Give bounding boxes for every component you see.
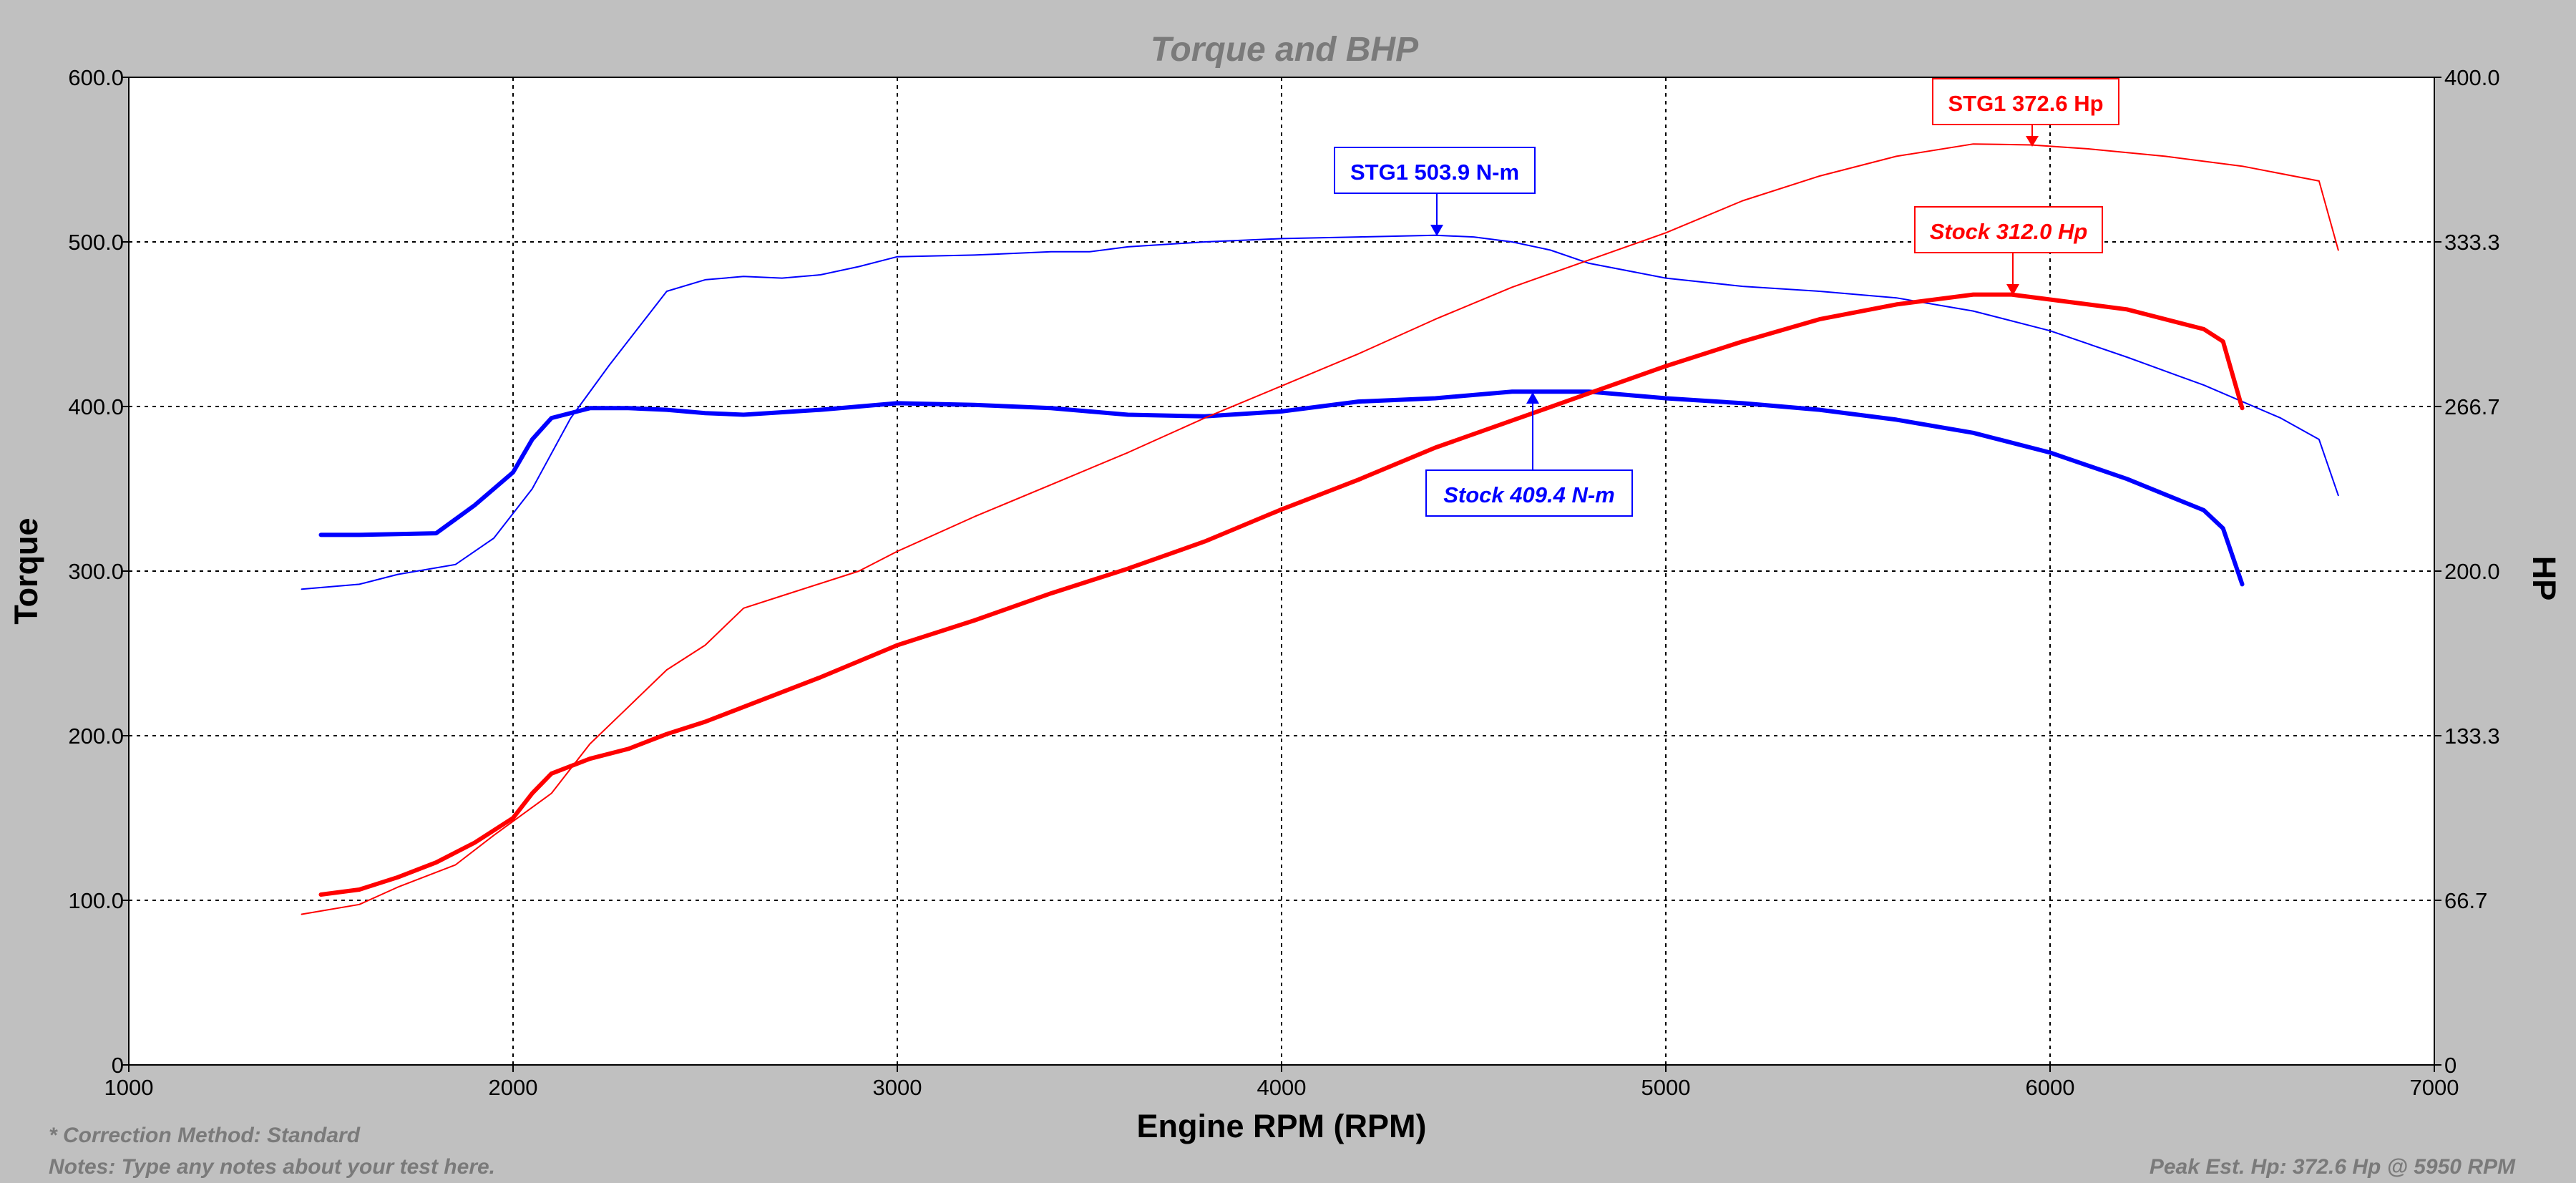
y-tick-label: 0 — [112, 1053, 124, 1078]
y2-axis-label: HP — [2526, 556, 2562, 601]
y2-tick-label: 266.7 — [2444, 394, 2500, 419]
y-tick-label: 500.0 — [68, 230, 124, 255]
x-tick-label: 1000 — [104, 1075, 154, 1100]
annotation-stg1-hp: STG1 372.6 Hp — [1932, 78, 2119, 147]
y2-tick-label: 400.0 — [2444, 65, 2500, 90]
x-tick-label: 6000 — [2026, 1075, 2075, 1100]
y2-tick-label: 66.7 — [2444, 888, 2487, 913]
chart-title: Torque and BHP — [1151, 31, 1419, 69]
x-tick-label: 3000 — [873, 1075, 922, 1100]
x-tick-label: 7000 — [2410, 1075, 2459, 1100]
svg-text:Stock 312.0 Hp: Stock 312.0 Hp — [1930, 219, 2088, 244]
y2-tick-label: 0 — [2444, 1053, 2457, 1078]
x-tick-label: 5000 — [1641, 1075, 1691, 1100]
series-layer — [301, 143, 2339, 915]
svg-text:STG1 503.9 N-m: STG1 503.9 N-m — [1350, 160, 1519, 185]
svg-text:Stock 409.4 N-m: Stock 409.4 N-m — [1443, 482, 1615, 507]
x-axis-label: Engine RPM (RPM) — [1137, 1108, 1427, 1144]
y-tick-label: 200.0 — [68, 724, 124, 749]
stg1-torque-line — [301, 234, 2339, 590]
peak-hp-note: Peak Est. Hp: 372.6 Hp @ 5950 RPM — [2150, 1155, 2516, 1179]
y-axis-label: Torque — [8, 517, 44, 624]
y-tick-label: 100.0 — [68, 888, 124, 913]
annotation-stock-torque: Stock 409.4 N-m — [1425, 392, 1633, 517]
correction-note: * Correction Method: Standard — [49, 1124, 361, 1147]
annotation-stock-hp: Stock 312.0 Hp — [1914, 206, 2103, 296]
y-tick-label: 300.0 — [68, 559, 124, 584]
plot-frame — [128, 77, 2435, 1066]
stock-hp-line — [318, 292, 2245, 897]
stock-torque-line — [318, 389, 2245, 587]
svg-text:STG1 372.6 Hp: STG1 372.6 Hp — [1948, 91, 2103, 116]
y-tick-label: 600.0 — [68, 65, 124, 90]
x-tick-label: 2000 — [489, 1075, 538, 1100]
y2-tick-label: 200.0 — [2444, 559, 2500, 584]
test-notes: Notes: Type any notes about your test he… — [49, 1155, 495, 1179]
annotation-stg1-torque: STG1 503.9 N-m — [1334, 147, 1536, 236]
y2-tick-label: 133.3 — [2444, 724, 2500, 749]
stg1-hp-line — [301, 143, 2339, 915]
y2-tick-label: 333.3 — [2444, 230, 2500, 255]
y-tick-label: 400.0 — [68, 394, 124, 419]
x-tick-label: 4000 — [1257, 1075, 1307, 1100]
